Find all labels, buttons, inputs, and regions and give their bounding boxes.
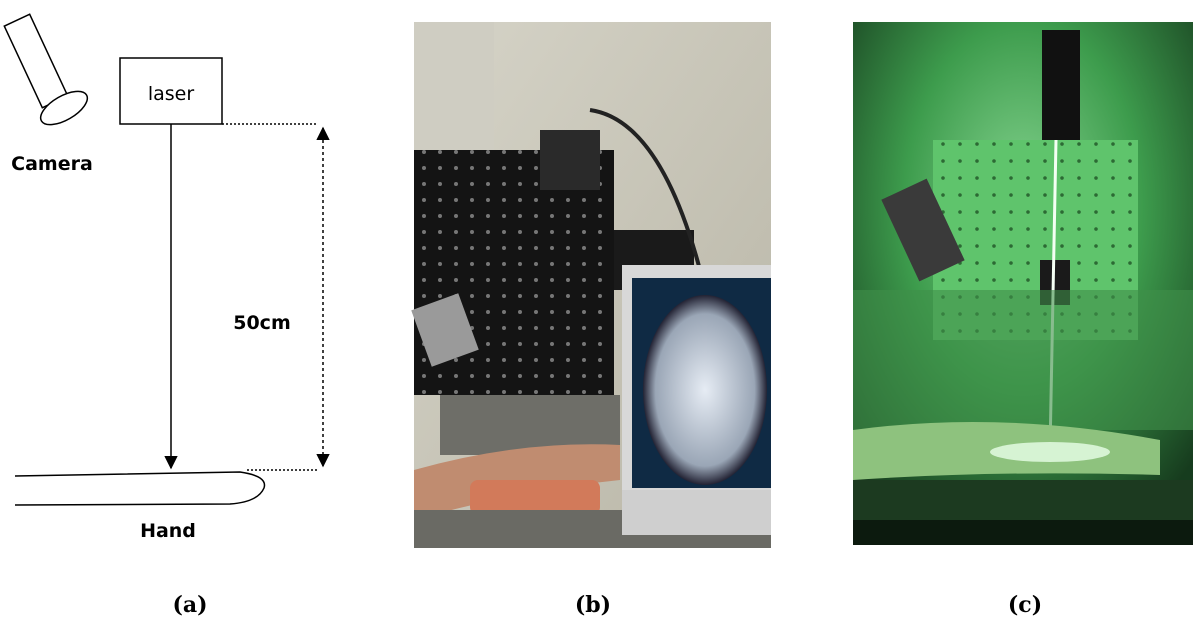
camera-label: Camera bbox=[11, 153, 93, 175]
camera-lens bbox=[39, 90, 89, 126]
photo-c bbox=[853, 22, 1193, 545]
distance-label: 50cm bbox=[233, 312, 291, 334]
photo-b bbox=[411, 22, 771, 548]
schematic bbox=[3, 13, 330, 506]
camera-body bbox=[3, 13, 69, 109]
caption: (b) bbox=[575, 592, 611, 618]
caption: (a) bbox=[172, 592, 207, 618]
laser-label: laser bbox=[148, 83, 195, 105]
caption: (c) bbox=[1008, 592, 1042, 618]
hand-label: Hand bbox=[140, 520, 196, 542]
hand-outline bbox=[14, 471, 266, 506]
